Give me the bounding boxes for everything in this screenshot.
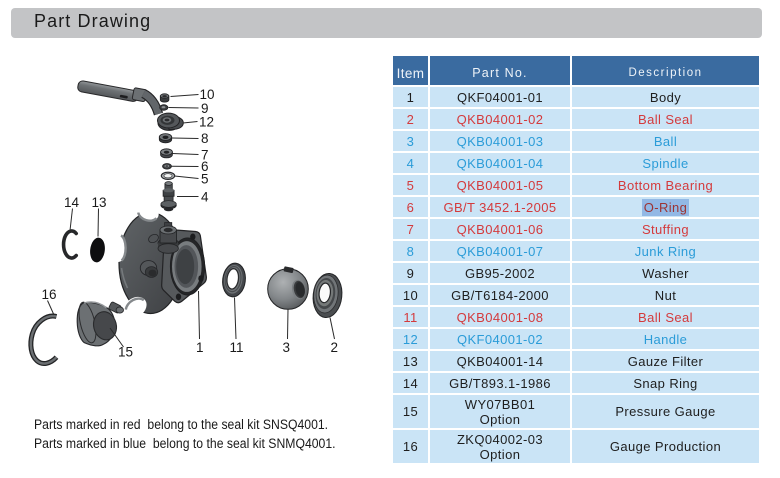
svg-text:8: 8 (201, 131, 209, 146)
svg-text:1: 1 (196, 340, 204, 355)
svg-text:4: 4 (201, 190, 209, 205)
svg-text:11: 11 (230, 340, 244, 355)
svg-text:14: 14 (64, 195, 80, 210)
svg-text:3: 3 (283, 340, 291, 355)
svg-text:7: 7 (201, 148, 209, 163)
svg-text:10: 10 (200, 87, 215, 102)
svg-text:2: 2 (331, 340, 339, 355)
svg-text:13: 13 (92, 195, 107, 210)
svg-text:12: 12 (199, 115, 214, 130)
svg-text:5: 5 (201, 172, 209, 187)
svg-text:9: 9 (201, 101, 209, 116)
svg-text:6: 6 (201, 159, 209, 174)
svg-text:15: 15 (118, 345, 133, 360)
svg-text:16: 16 (42, 287, 57, 302)
